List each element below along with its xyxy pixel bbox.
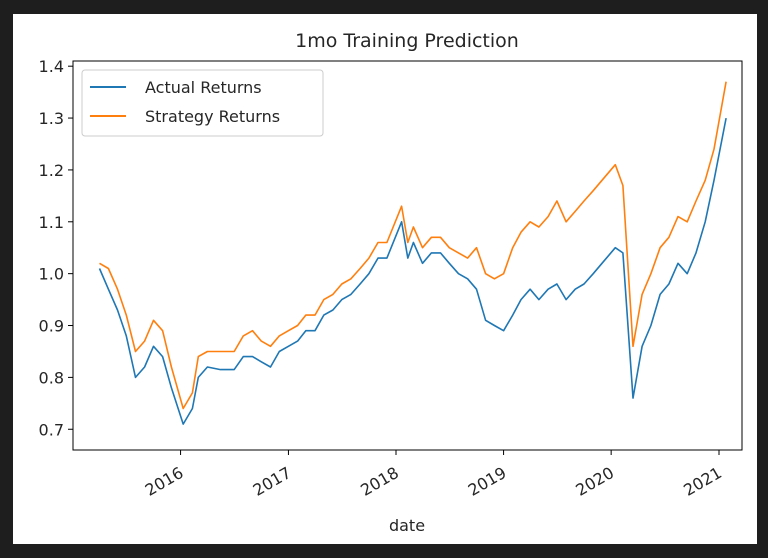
x-axis-label: date <box>389 516 425 535</box>
y-tick-label: 1.1 <box>39 213 64 232</box>
x-tick-label: 2016 <box>142 463 187 500</box>
plot-area-frame <box>72 60 743 451</box>
x-tick-label: 2018 <box>357 463 402 500</box>
legend-box <box>81 69 324 137</box>
legend-label-0: Actual Returns <box>145 78 262 97</box>
chart-title: 1mo Training Prediction <box>295 30 519 52</box>
y-tick-label: 0.9 <box>39 317 64 336</box>
x-tick-label: 2019 <box>465 463 510 500</box>
y-tick-label: 1.3 <box>39 109 64 128</box>
series-line-1 <box>99 81 727 410</box>
chart-figure: 1mo Training Prediction 0.7 0.8 0.9 1.0 1.1 1… <box>13 14 757 544</box>
legend: Actual Returns Strategy Returns <box>81 69 324 137</box>
y-tick-label: 1.2 <box>39 161 64 180</box>
series-layer <box>98 81 727 425</box>
y-tick-label: 1.0 <box>39 265 64 284</box>
x-tick-label: 2021 <box>680 463 725 500</box>
y-axis: 0.7 0.8 0.9 1.0 1.1 1.2 1.3 1.4 <box>39 57 73 439</box>
legend-label-1: Strategy Returns <box>145 107 280 126</box>
y-tick-label: 0.8 <box>39 368 64 387</box>
x-axis: 2016 2017 2018 2019 2020 2021 <box>142 450 725 500</box>
series-line-0 <box>98 117 727 425</box>
x-tick-label: 2020 <box>572 463 617 500</box>
y-tick-label: 0.7 <box>39 420 64 439</box>
line-chart: 1mo Training Prediction 0.7 0.8 0.9 1.0 1.1 1… <box>39 30 743 535</box>
x-tick-label: 2017 <box>250 463 295 500</box>
y-tick-label: 1.4 <box>39 57 64 76</box>
